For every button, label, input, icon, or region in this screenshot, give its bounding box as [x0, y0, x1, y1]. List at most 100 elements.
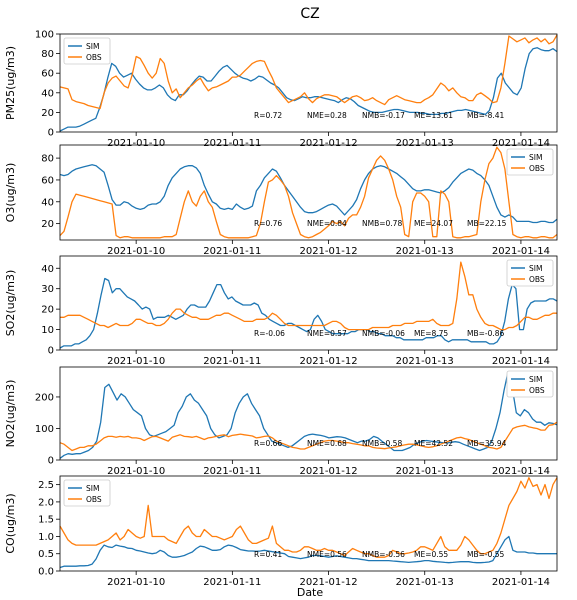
x-tick-label: 2021-01-14 [492, 577, 550, 588]
y-tick-label: 0 [48, 456, 54, 467]
y-axis-label: NO2(ug/m3) [4, 380, 17, 448]
legend: SIM OBS [506, 259, 554, 287]
plot-frame [59, 33, 558, 133]
x-tick-label: 2021-01-12 [299, 246, 357, 257]
plot-frame [59, 475, 558, 572]
stat-label: MB=-8.41 [467, 111, 505, 120]
y-axis-label: PM25(ug/m3) [4, 46, 17, 120]
x-tick-label: 2021-01-13 [396, 577, 454, 588]
y-tick-label: 20 [41, 305, 54, 316]
x-tick-label: 2021-01-12 [299, 466, 357, 477]
x-tick-label: 2021-01-10 [107, 577, 165, 588]
x-tick-label: 2021-01-10 [107, 246, 165, 257]
series-line-sim [59, 164, 558, 224]
stat-label: ME=13.61 [414, 111, 453, 120]
stat-label: MB=-0.55 [467, 550, 505, 559]
stat-label: R=0.41 [254, 550, 282, 559]
legend-label-sim: SIM [86, 484, 99, 493]
y-tick-label: 100 [35, 424, 54, 435]
legend-label-obs: OBS [529, 275, 545, 284]
x-axis-label: Date [297, 586, 324, 599]
y-tick-label: 100 [35, 30, 54, 41]
y-tick-label: 0.5 [38, 549, 54, 560]
x-tick-label: 2021-01-10 [107, 356, 165, 367]
legend: SIM OBS [63, 479, 111, 507]
y-axis-label: O3(ug/m3) [4, 163, 17, 223]
stat-label: MB=22.15 [467, 219, 507, 228]
stat-label: NMB=-0.17 [362, 111, 405, 120]
y-tick-label: 1.5 [38, 515, 54, 526]
x-tick-label: 2021-01-14 [492, 356, 550, 367]
y-tick-label: 0.0 [38, 567, 54, 578]
series-line-obs [59, 34, 558, 110]
x-tick-label: 2021-01-10 [107, 466, 165, 477]
x-tick-label: 2021-01-14 [492, 138, 550, 149]
stat-label: NME=0.56 [307, 550, 347, 559]
legend-label-sim: SIM [529, 264, 542, 273]
chart-panel: 0 10 20 30 40 2021-01-10 2021-01-11 2021-01-12 2… [4, 255, 558, 367]
legend-label-sim: SIM [86, 42, 99, 51]
x-tick-label: 2021-01-11 [203, 246, 261, 257]
y-tick-label: 2.5 [38, 480, 54, 491]
series-line-obs [59, 421, 558, 452]
figure-title: CZ [300, 6, 319, 22]
plot-frame [59, 144, 558, 241]
x-tick-label: 2021-01-13 [396, 356, 454, 367]
stat-label: NMB=0.78 [362, 219, 402, 228]
y-axis-label: SO2(ug/m3) [4, 270, 17, 337]
x-tick-label: 2021-01-12 [299, 577, 357, 588]
legend-label-obs: OBS [86, 53, 102, 62]
chart-panel: 0 20 40 60 80 100 2021-01-10 2021-01-11 2021-01-… [4, 30, 558, 149]
y-tick-label: 80 [41, 49, 54, 60]
series-line-sim [59, 277, 558, 349]
x-tick-label: 2021-01-10 [107, 138, 165, 149]
x-tick-label: 2021-01-14 [492, 466, 550, 477]
stat-label: MB=35.94 [467, 439, 507, 448]
y-tick-label: 80 [41, 154, 54, 165]
legend: SIM OBS [63, 37, 111, 65]
y-tick-label: 10 [41, 325, 54, 336]
y-tick-label: 0 [48, 346, 54, 357]
x-tick-label: 2021-01-11 [203, 356, 261, 367]
y-tick-label: 60 [41, 175, 54, 186]
y-tick-label: 20 [41, 219, 54, 230]
series-line-sim [59, 371, 558, 459]
legend-label-sim: SIM [529, 375, 542, 384]
x-tick-label: 2021-01-11 [203, 466, 261, 477]
stat-label: R=0.76 [254, 219, 282, 228]
stat-label: ME=8.75 [414, 329, 448, 338]
y-tick-label: 40 [41, 264, 54, 275]
stat-label: NME=0.57 [307, 329, 347, 338]
legend: SIM OBS [506, 148, 554, 176]
chart-panel: 20 40 60 80 2021-01-10 2021-01-11 2021-01-12 20… [4, 144, 558, 257]
y-axis-label: CO(ug/m3) [4, 493, 17, 553]
x-tick-label: 2021-01-12 [299, 356, 357, 367]
series-line-obs [59, 477, 558, 558]
x-tick-label: 2021-01-12 [299, 138, 357, 149]
stat-label: MB=-0.86 [467, 329, 505, 338]
stat-label: NMB=-0.06 [362, 329, 405, 338]
stat-label: R=-0.06 [254, 329, 285, 338]
x-tick-label: 2021-01-11 [203, 138, 261, 149]
y-tick-label: 40 [41, 88, 54, 99]
stat-label: ME=42.52 [414, 439, 453, 448]
legend-label-obs: OBS [529, 164, 545, 173]
series-line-obs [60, 261, 557, 331]
stat-label: NMB=0.58 [362, 439, 402, 448]
chart-panel: 0 100 200 2021-01-10 2021-01-11 2021-01-12 202… [4, 366, 558, 477]
y-tick-label: 200 [35, 392, 54, 403]
y-tick-label: 1.0 [38, 532, 54, 543]
series-line-obs [59, 146, 558, 239]
stat-label: NMB=-0.56 [362, 550, 405, 559]
legend-label-obs: OBS [86, 495, 102, 504]
y-tick-label: 2.0 [38, 497, 54, 508]
x-tick-label: 2021-01-13 [396, 246, 454, 257]
series-line-sim [59, 535, 557, 569]
legend-label-sim: SIM [529, 153, 542, 162]
legend: SIM OBS [506, 370, 554, 398]
x-tick-label: 2021-01-13 [396, 138, 454, 149]
y-tick-label: 30 [41, 284, 54, 295]
x-tick-label: 2021-01-14 [492, 246, 550, 257]
stat-label: ME=24.07 [414, 219, 453, 228]
